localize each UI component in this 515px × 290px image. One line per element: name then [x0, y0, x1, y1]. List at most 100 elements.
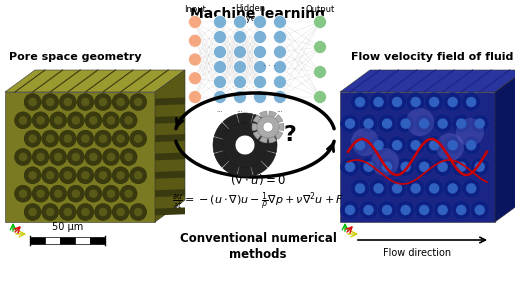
Circle shape	[63, 135, 72, 143]
Circle shape	[388, 179, 406, 198]
Circle shape	[46, 135, 55, 143]
Circle shape	[355, 140, 365, 151]
Wedge shape	[275, 115, 283, 123]
Text: Conventional numerical: Conventional numerical	[180, 232, 336, 245]
Circle shape	[448, 97, 458, 107]
Circle shape	[99, 171, 107, 180]
Wedge shape	[237, 113, 253, 124]
Circle shape	[81, 135, 90, 143]
Circle shape	[448, 140, 458, 151]
Circle shape	[116, 171, 125, 180]
Text: Machine learning: Machine learning	[191, 7, 325, 21]
FancyBboxPatch shape	[45, 237, 60, 244]
Circle shape	[456, 205, 467, 215]
Circle shape	[188, 53, 201, 66]
Circle shape	[120, 185, 137, 202]
Circle shape	[355, 183, 365, 194]
Circle shape	[24, 167, 41, 184]
Circle shape	[77, 167, 94, 184]
Circle shape	[130, 130, 147, 147]
Circle shape	[363, 205, 374, 215]
Circle shape	[351, 179, 369, 198]
Wedge shape	[253, 115, 261, 123]
Circle shape	[112, 204, 129, 220]
Circle shape	[373, 97, 384, 107]
Polygon shape	[155, 97, 185, 105]
Circle shape	[134, 98, 143, 106]
Polygon shape	[5, 92, 155, 222]
Circle shape	[462, 93, 480, 111]
Circle shape	[351, 128, 379, 156]
Circle shape	[273, 30, 286, 44]
Circle shape	[120, 112, 137, 129]
Circle shape	[130, 93, 147, 110]
Circle shape	[273, 90, 286, 104]
Wedge shape	[253, 131, 261, 139]
Circle shape	[448, 183, 458, 194]
Text: . . .: . . .	[264, 59, 277, 68]
Circle shape	[410, 97, 421, 107]
Wedge shape	[252, 123, 258, 131]
Circle shape	[67, 185, 84, 202]
Circle shape	[233, 15, 247, 28]
Circle shape	[32, 112, 49, 129]
Circle shape	[369, 93, 388, 111]
Circle shape	[429, 183, 439, 194]
Circle shape	[59, 204, 76, 220]
Wedge shape	[260, 111, 267, 118]
Circle shape	[89, 189, 98, 198]
Circle shape	[340, 157, 359, 176]
Circle shape	[77, 93, 94, 110]
Circle shape	[425, 136, 443, 155]
Circle shape	[42, 167, 59, 184]
Circle shape	[81, 208, 90, 216]
Circle shape	[388, 93, 406, 111]
Text: methods: methods	[229, 248, 287, 261]
Circle shape	[85, 185, 102, 202]
Circle shape	[188, 90, 201, 104]
Circle shape	[67, 112, 84, 129]
Circle shape	[116, 98, 125, 106]
Text: 50 μm: 50 μm	[52, 222, 83, 232]
Circle shape	[369, 179, 388, 198]
Circle shape	[89, 116, 98, 125]
Circle shape	[345, 162, 355, 172]
Circle shape	[359, 200, 378, 220]
Circle shape	[46, 208, 55, 216]
Circle shape	[233, 90, 247, 104]
Circle shape	[419, 162, 430, 172]
Circle shape	[233, 46, 247, 59]
Circle shape	[415, 114, 434, 133]
Circle shape	[415, 157, 434, 176]
Circle shape	[42, 130, 59, 147]
Circle shape	[371, 148, 399, 176]
Circle shape	[382, 205, 392, 215]
Circle shape	[363, 118, 374, 129]
Circle shape	[54, 116, 62, 125]
Circle shape	[59, 130, 76, 147]
Circle shape	[474, 118, 485, 129]
Circle shape	[466, 140, 476, 151]
Circle shape	[214, 15, 227, 28]
Circle shape	[410, 183, 421, 194]
Circle shape	[72, 116, 80, 125]
Circle shape	[257, 116, 279, 138]
Circle shape	[415, 200, 434, 220]
Circle shape	[46, 98, 55, 106]
Circle shape	[382, 118, 392, 129]
Circle shape	[50, 185, 67, 202]
Circle shape	[223, 123, 267, 167]
Circle shape	[214, 75, 227, 88]
Circle shape	[19, 189, 27, 198]
Circle shape	[456, 118, 467, 129]
Circle shape	[382, 162, 392, 172]
Circle shape	[377, 200, 397, 220]
Circle shape	[59, 93, 76, 110]
Circle shape	[419, 118, 430, 129]
Circle shape	[32, 148, 49, 166]
Circle shape	[81, 98, 90, 106]
Circle shape	[42, 204, 59, 220]
Circle shape	[351, 93, 369, 111]
Circle shape	[120, 148, 137, 166]
Circle shape	[406, 108, 434, 136]
